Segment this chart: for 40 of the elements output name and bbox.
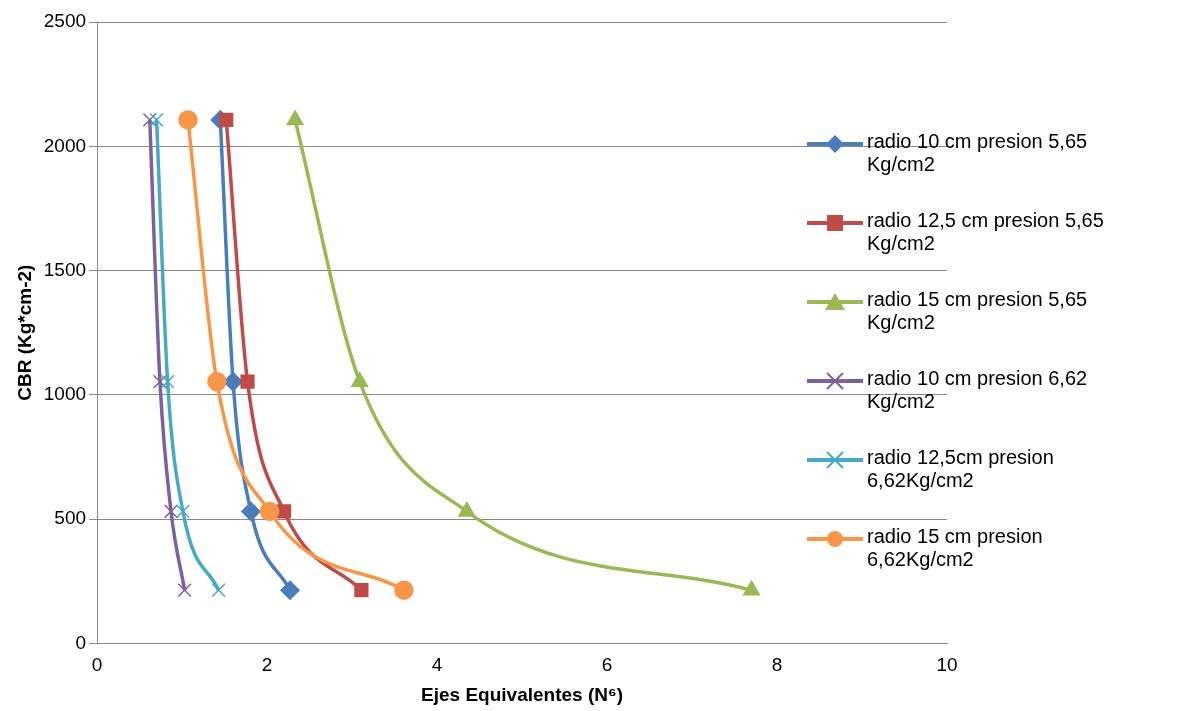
x-tick-label: 4 [431, 654, 443, 676]
legend-label: radio 12,5 cm presion 5,65 Kg/cm2 [867, 209, 1105, 255]
point [240, 374, 255, 389]
point [241, 501, 261, 522]
legend-label: radio 15 cm presion 5,65 Kg/cm2 [867, 288, 1089, 334]
legend-label: radio 15 cm presion 6,62Kg/cm2 [867, 525, 1044, 571]
y-axis-title: CBR (Kg*cm-2) [13, 264, 35, 401]
point [354, 583, 369, 598]
point [394, 580, 414, 600]
point [211, 583, 226, 598]
y-tick-label: 2500 [43, 10, 87, 32]
y-tick-label: 0 [75, 631, 87, 653]
legend-label: radio 10 cm presion 6,62 Kg/cm2 [867, 367, 1089, 413]
point [160, 374, 175, 389]
point [207, 371, 227, 392]
x-tick-label: 2 [261, 654, 273, 676]
point [276, 504, 292, 519]
x-tick-label: 6 [601, 654, 613, 676]
x-tick-label: 10 [936, 654, 958, 676]
x-axis-title: Ejes Equivalentes (N⁶) [421, 683, 624, 705]
y-tick-label: 2000 [43, 134, 87, 156]
point [163, 504, 179, 519]
point [223, 371, 243, 392]
point [142, 112, 157, 128]
point [219, 112, 234, 128]
legend-label: radio 12,5cm presion 6,62Kg/cm2 [867, 446, 1055, 492]
point [280, 580, 300, 600]
point [178, 110, 198, 130]
y-tick-label: 1000 [43, 383, 87, 405]
y-tick-label: 500 [54, 507, 87, 529]
x-tick-label: 8 [771, 654, 783, 676]
point [149, 112, 164, 128]
legend-label: radio 10 cm presion 5,65 Kg/cm2 [867, 130, 1089, 176]
point [286, 110, 304, 126]
x-tick-label: 0 [91, 654, 103, 676]
point [259, 501, 280, 522]
y-tick-label: 1500 [43, 258, 87, 280]
point [152, 374, 168, 389]
point [177, 583, 192, 598]
point [175, 504, 191, 519]
